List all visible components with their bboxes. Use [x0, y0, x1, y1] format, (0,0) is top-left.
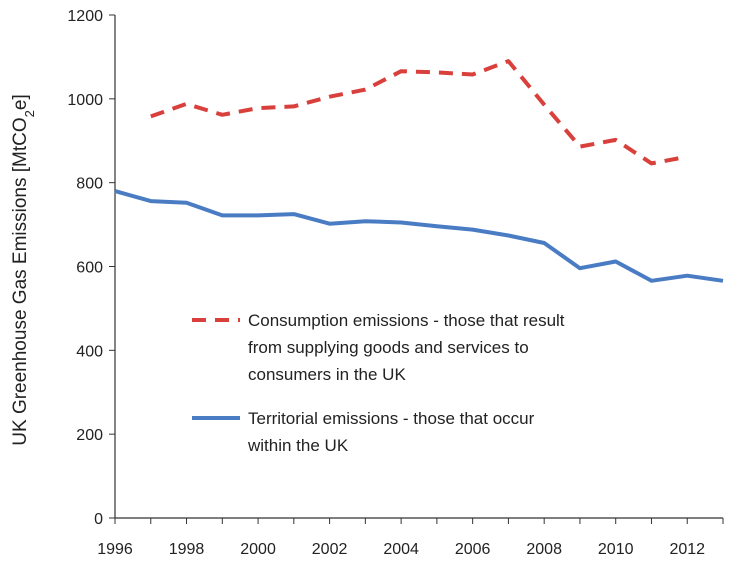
axes: [114, 15, 723, 519]
y-tick-label: 1200: [67, 8, 103, 25]
y-tick-label: 200: [76, 427, 103, 444]
series-line-territorial: [114, 189, 724, 283]
series-line-consumption: [150, 59, 688, 166]
y-tick-label: 800: [76, 176, 103, 193]
legend-label-consumption: from supplying goods and services to: [248, 338, 529, 357]
x-tick-label: 2012: [669, 541, 705, 558]
x-tick-label: 2010: [598, 541, 634, 558]
x-tick-label: 2000: [240, 541, 276, 558]
y-tick-label: 600: [76, 260, 103, 277]
legend: Consumption emissions - those that resul…: [192, 311, 565, 455]
x-tick-label: 1998: [169, 541, 205, 558]
series-lines: [114, 59, 724, 283]
y-tick-label: 400: [76, 343, 103, 360]
svg-text:UK Greenhouse Gas Emissions [M: UK Greenhouse Gas Emissions [MtCO2e]: [10, 94, 37, 445]
x-tick-labels: 1996 1998 2000 2002 2004 2006 2008 2010 2012: [97, 518, 724, 558]
x-tick-label: 2006: [455, 541, 491, 558]
legend-label-territorial: within the UK: [247, 436, 349, 455]
y-tick-labels: 0 200 400 600 800 1000 1200: [67, 8, 115, 528]
legend-label-territorial: Territorial emissions - those that occur: [248, 409, 535, 428]
y-axis-label: UK Greenhouse Gas Emissions [MtCO2e]: [10, 94, 37, 445]
x-tick-label: 2002: [312, 541, 348, 558]
y-tick-label: 0: [94, 511, 103, 528]
x-tick-label: 1996: [97, 541, 133, 558]
x-tick-label: 2004: [383, 541, 419, 558]
y-axis-label-subscript: 2: [22, 110, 37, 117]
legend-label-consumption: consumers in the UK: [248, 365, 406, 384]
y-tick-label: 1000: [67, 92, 103, 109]
y-axis-label-tail: e]: [10, 94, 31, 110]
legend-label-consumption: Consumption emissions - those that resul…: [248, 311, 565, 330]
x-tick-label: 2008: [526, 541, 562, 558]
y-axis-label-main: UK Greenhouse Gas Emissions [MtCO: [10, 117, 31, 445]
